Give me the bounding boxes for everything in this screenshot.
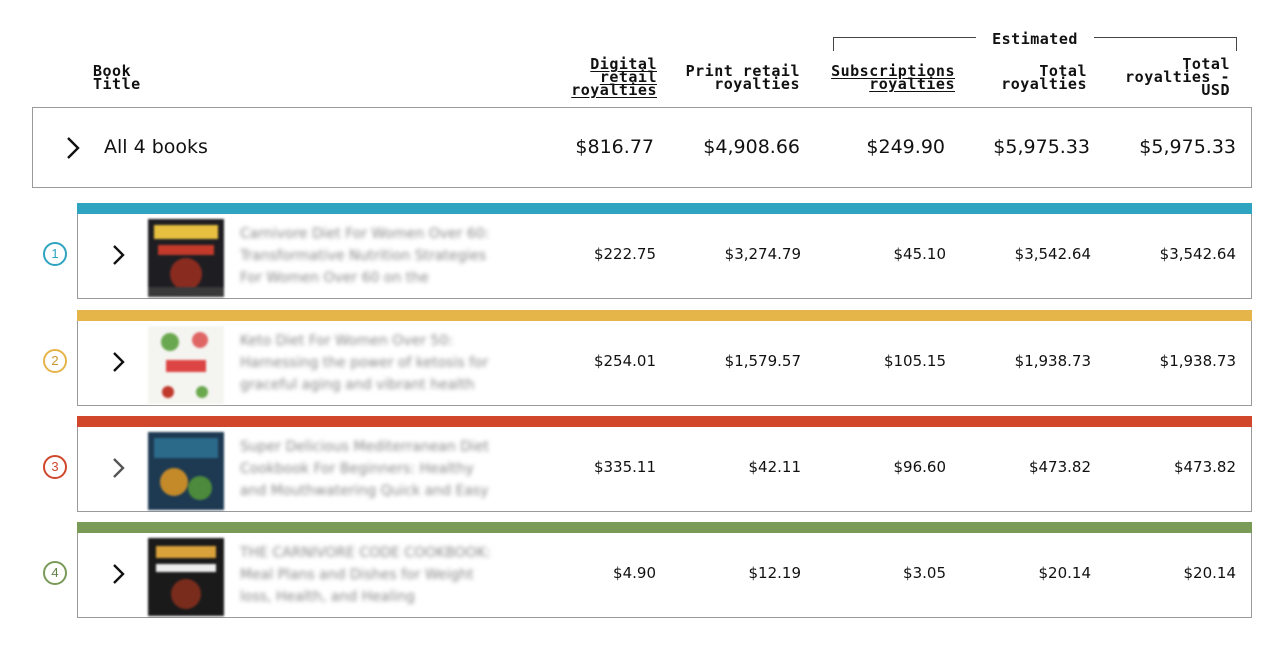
chevron-right-icon[interactable]	[110, 562, 128, 586]
book-print-royalties: $3,274.79	[724, 245, 801, 263]
book-cover-image	[148, 326, 224, 404]
estimated-label: Estimated	[976, 30, 1094, 48]
book-color-bar	[77, 310, 1252, 321]
column-header-total-royalties: Total royalties	[1001, 62, 1087, 93]
book-row[interactable]: Keto Diet For Women Over 50: Harnessing …	[77, 310, 1252, 406]
chevron-right-icon[interactable]	[63, 135, 85, 161]
book-rank-badge: 4	[43, 561, 67, 585]
book-print-royalties: $1,579.57	[724, 352, 801, 370]
book-rank-badge: 3	[43, 455, 67, 479]
chevron-right-icon[interactable]	[110, 456, 128, 480]
book-subscriptions-royalties: $96.60	[893, 458, 947, 476]
book-color-bar	[77, 203, 1252, 214]
book-total-royalties: $20.14	[1038, 564, 1092, 582]
book-row[interactable]: THE CARNIVORE CODE COOKBOOK: Meal Plans …	[77, 522, 1252, 618]
book-cover-image	[148, 219, 224, 297]
column-header-print-royalties: Print retail royalties	[685, 62, 800, 93]
book-print-royalties: $42.11	[748, 458, 802, 476]
book-total-royalties: $1,938.73	[1014, 352, 1091, 370]
summary-print-royalties: $4,908.66	[703, 136, 800, 158]
all-books-label: All 4 books	[104, 136, 208, 158]
book-title[interactable]: Carnivore Diet For Women Over 60: Transf…	[240, 226, 490, 286]
column-header-total-royalties-usd: Total royalties - USD	[1125, 55, 1230, 99]
book-title[interactable]: Super Delicious Mediterranean Diet Cookb…	[240, 439, 489, 499]
book-subscriptions-royalties: $3.05	[903, 564, 946, 582]
book-cover-image	[148, 432, 224, 510]
book-rank-badge: 2	[43, 349, 67, 373]
summary-subscriptions-royalties: $249.90	[866, 136, 945, 158]
book-print-royalties: $12.19	[748, 564, 802, 582]
book-digital-royalties: $254.01	[593, 352, 656, 370]
column-header-subscriptions-royalties[interactable]: Subscriptions royalties	[831, 62, 955, 93]
book-rank-badge: 1	[43, 242, 67, 266]
book-subscriptions-royalties: $105.15	[883, 352, 946, 370]
book-row[interactable]: Carnivore Diet For Women Over 60: Transf…	[77, 203, 1252, 299]
book-subscriptions-royalties: $45.10	[893, 245, 947, 263]
book-title[interactable]: THE CARNIVORE CODE COOKBOOK: Meal Plans …	[240, 545, 491, 605]
book-row[interactable]: Super Delicious Mediterranean Diet Cookb…	[77, 416, 1252, 512]
summary-total-royalties: $5,975.33	[993, 136, 1090, 158]
book-color-bar	[77, 416, 1252, 427]
column-header-digital-royalties[interactable]: Digital retail royalties	[571, 55, 657, 99]
chevron-right-icon[interactable]	[110, 350, 128, 374]
column-header-book-title: Book Title	[93, 62, 141, 93]
summary-digital-royalties: $816.77	[575, 136, 654, 158]
book-color-bar	[77, 522, 1252, 533]
book-cover-image	[148, 538, 224, 616]
book-total-royalties-usd: $20.14	[1183, 564, 1237, 582]
all-books-summary-row[interactable]: All 4 books $816.77 $4,908.66 $249.90 $5…	[32, 107, 1252, 188]
book-title[interactable]: Keto Diet For Women Over 50: Harnessing …	[240, 333, 489, 393]
book-digital-royalties: $335.11	[593, 458, 656, 476]
book-total-royalties-usd: $3,542.64	[1159, 245, 1236, 263]
book-total-royalties: $3,542.64	[1014, 245, 1091, 263]
book-total-royalties-usd: $1,938.73	[1159, 352, 1236, 370]
chevron-right-icon[interactable]	[110, 243, 128, 267]
book-total-royalties-usd: $473.82	[1173, 458, 1236, 476]
book-digital-royalties: $222.75	[593, 245, 656, 263]
book-total-royalties: $473.82	[1028, 458, 1091, 476]
book-digital-royalties: $4.90	[613, 564, 656, 582]
summary-total-royalties-usd: $5,975.33	[1139, 136, 1236, 158]
